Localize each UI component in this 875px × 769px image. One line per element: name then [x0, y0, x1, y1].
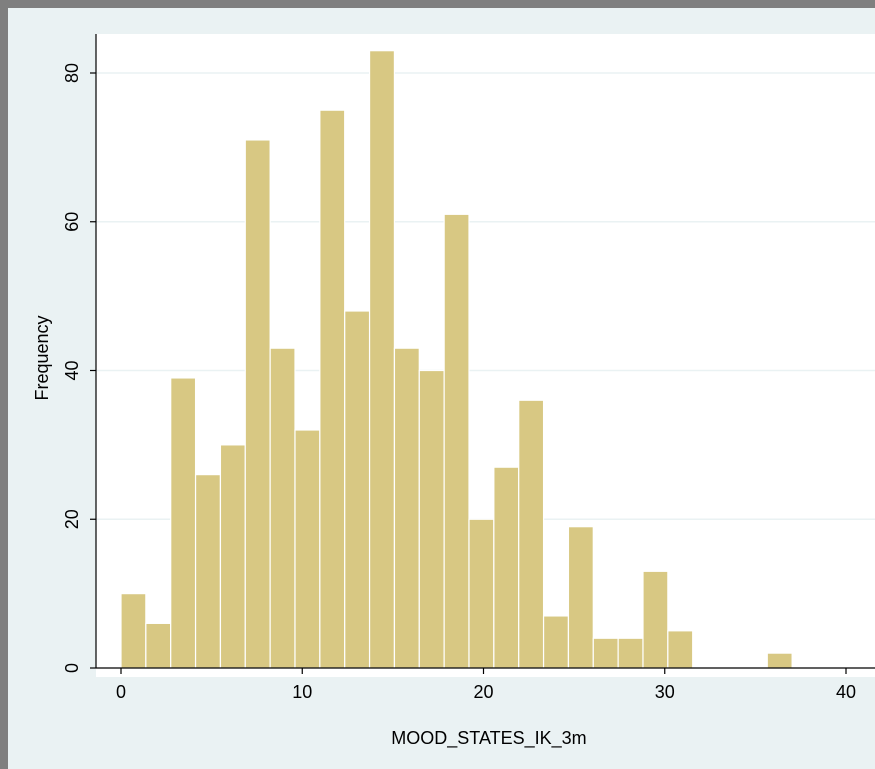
bar-14 [468, 518, 495, 669]
bar-18 [567, 526, 594, 669]
x-tick-label-10: 10 [292, 682, 312, 702]
x-tick-label-40: 40 [836, 682, 856, 702]
x-tick-label-30: 30 [655, 682, 675, 702]
bar-7 [294, 429, 321, 669]
bar-9 [344, 310, 371, 669]
bar-16 [518, 399, 545, 669]
bar-5 [244, 139, 271, 669]
bar-4 [219, 444, 246, 669]
bar-13 [443, 213, 470, 669]
y-tick-label-60: 60 [62, 212, 82, 232]
bar-8 [319, 109, 346, 669]
bar-10 [368, 50, 396, 669]
axes: 0 20 40 60 80 0 10 20 30 40 [62, 34, 875, 702]
bar-3 [194, 474, 222, 669]
bar-11 [393, 347, 420, 669]
y-tick-label-0: 0 [62, 663, 82, 673]
bar-2 [170, 377, 197, 669]
bar-1 [145, 622, 172, 669]
x-axis-title: MOOD_STATES_IK_3m [391, 728, 586, 749]
bar-17 [542, 615, 570, 669]
y-axis-title: Frequency [32, 315, 52, 400]
bar-22 [667, 630, 694, 669]
bar-21 [642, 570, 669, 669]
bar-12 [418, 369, 445, 669]
y-tick-label-20: 20 [62, 509, 82, 529]
bar-23 [766, 652, 793, 669]
graph-region: 0 20 40 60 80 0 10 20 30 40 MOOD_STATES_IK_3m Fre… [8, 8, 875, 769]
x-tick-label-20: 20 [473, 682, 493, 702]
bars [120, 50, 793, 669]
histogram-chart: 0 20 40 60 80 0 10 20 30 40 MOOD_STATES_IK_3m Fre… [32, 34, 875, 749]
bar-0 [120, 593, 147, 669]
bar-6 [269, 347, 296, 669]
x-tick-label-0: 0 [116, 682, 126, 702]
y-tick-label-80: 80 [62, 63, 82, 83]
y-tick-label-40: 40 [62, 360, 82, 380]
bar-20 [617, 637, 644, 669]
bar-19 [592, 637, 619, 669]
bar-15 [493, 466, 520, 669]
